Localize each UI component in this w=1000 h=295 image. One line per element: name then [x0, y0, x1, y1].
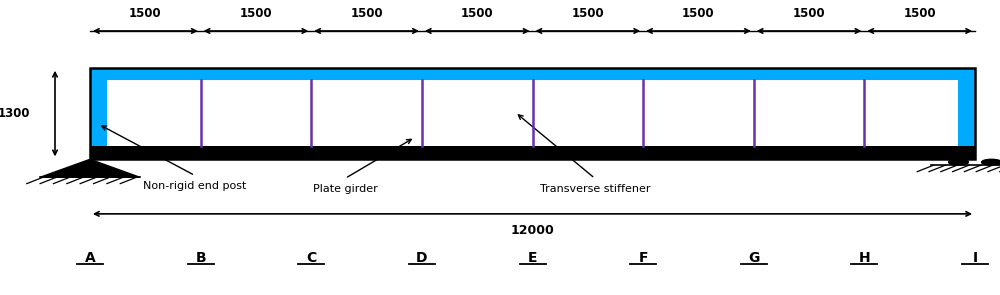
Text: 1500: 1500	[350, 7, 383, 20]
Text: 1500: 1500	[572, 7, 604, 20]
Polygon shape	[40, 159, 140, 177]
Bar	[90, 80, 975, 146]
Bar	[90, 68, 975, 80]
Text: 1500: 1500	[240, 7, 272, 20]
Text: Plate girder: Plate girder	[313, 184, 377, 194]
Text: 1300: 1300	[0, 107, 30, 120]
Bar	[90, 80, 107, 146]
Text: C: C	[306, 251, 316, 265]
Text: G: G	[748, 251, 759, 265]
Text: Non-rigid end post: Non-rigid end post	[143, 181, 247, 191]
Bar	[90, 68, 975, 159]
Text: 1500: 1500	[793, 7, 825, 20]
Text: D: D	[416, 251, 428, 265]
Text: I: I	[972, 251, 978, 265]
Text: E: E	[528, 251, 537, 265]
Text: A: A	[85, 251, 95, 265]
Text: H: H	[859, 251, 870, 265]
Text: B: B	[195, 251, 206, 265]
Text: 1500: 1500	[903, 7, 936, 20]
Text: 12000: 12000	[511, 224, 554, 237]
Bar	[958, 80, 975, 146]
Text: 1500: 1500	[682, 7, 715, 20]
Text: Transverse stiffener: Transverse stiffener	[540, 184, 650, 194]
Text: F: F	[638, 251, 648, 265]
Text: 1500: 1500	[129, 7, 162, 20]
Circle shape	[982, 159, 1000, 165]
Text: 1500: 1500	[461, 7, 494, 20]
Bar	[90, 146, 975, 159]
Circle shape	[949, 159, 968, 165]
